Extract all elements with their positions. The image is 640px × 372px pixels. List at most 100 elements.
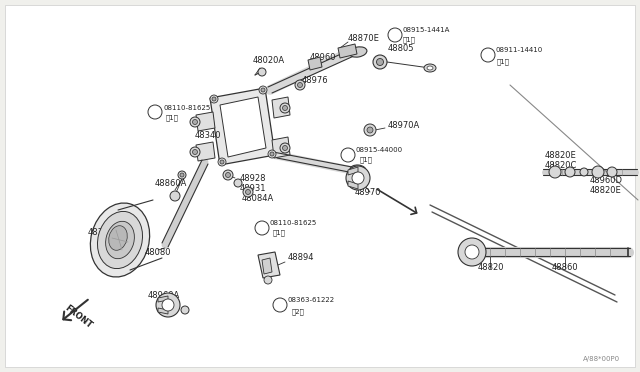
Circle shape [268, 150, 276, 158]
Text: 48820E: 48820E [590, 186, 621, 195]
Text: 48084A: 48084A [242, 193, 275, 202]
Text: （1）: （1） [166, 115, 179, 121]
Text: 48894: 48894 [288, 253, 314, 263]
Ellipse shape [90, 203, 150, 277]
Circle shape [565, 167, 575, 177]
Ellipse shape [465, 247, 479, 257]
Circle shape [280, 103, 290, 113]
Circle shape [218, 158, 226, 166]
Text: M: M [344, 152, 351, 158]
Polygon shape [272, 97, 290, 118]
Text: 48960A: 48960A [148, 291, 180, 299]
Text: 48820: 48820 [478, 263, 504, 273]
Text: 48931: 48931 [240, 183, 266, 192]
Text: 48020A: 48020A [253, 55, 285, 64]
Text: （2）: （2） [292, 309, 305, 315]
Circle shape [193, 119, 198, 125]
Polygon shape [262, 258, 272, 274]
Circle shape [270, 152, 274, 156]
Circle shape [190, 117, 200, 127]
Text: （1）: （1） [360, 157, 373, 163]
Circle shape [261, 88, 265, 92]
Polygon shape [338, 44, 357, 58]
Circle shape [273, 298, 287, 312]
Text: 48976: 48976 [302, 76, 328, 84]
Text: 48970: 48970 [355, 187, 381, 196]
Circle shape [190, 147, 200, 157]
Polygon shape [158, 308, 168, 314]
Text: 08911-14410: 08911-14410 [496, 47, 543, 53]
Polygon shape [196, 142, 215, 161]
Text: 08110-81625: 08110-81625 [270, 220, 317, 226]
Text: 48340: 48340 [195, 131, 221, 140]
Circle shape [282, 106, 287, 110]
Polygon shape [196, 112, 215, 131]
Text: B: B [152, 109, 157, 115]
Polygon shape [308, 57, 322, 70]
Ellipse shape [350, 165, 366, 175]
Circle shape [607, 167, 617, 177]
Ellipse shape [109, 226, 127, 250]
Text: 48080: 48080 [145, 247, 172, 257]
Text: 48820E: 48820E [545, 151, 577, 160]
Circle shape [282, 145, 287, 151]
Text: 48870E: 48870E [348, 33, 380, 42]
Text: （1）: （1） [403, 37, 416, 43]
Circle shape [156, 293, 180, 317]
Circle shape [298, 83, 303, 87]
Text: 48805: 48805 [388, 44, 415, 52]
Circle shape [258, 68, 266, 76]
Circle shape [481, 48, 495, 62]
Circle shape [223, 170, 233, 180]
Circle shape [367, 127, 373, 133]
Circle shape [388, 28, 402, 42]
Circle shape [246, 189, 250, 195]
Polygon shape [348, 181, 358, 189]
Text: 48928: 48928 [240, 173, 266, 183]
Text: 48342: 48342 [88, 228, 115, 237]
Text: 08915-44000: 08915-44000 [356, 147, 403, 153]
Circle shape [212, 97, 216, 101]
Text: N: N [485, 52, 491, 58]
Ellipse shape [427, 66, 433, 70]
Circle shape [580, 168, 588, 176]
Circle shape [162, 299, 174, 311]
Circle shape [346, 166, 370, 190]
Circle shape [549, 166, 561, 178]
Text: 48970A: 48970A [388, 121, 420, 129]
Circle shape [295, 80, 305, 90]
Text: 08915-1441A: 08915-1441A [403, 27, 451, 33]
Circle shape [243, 187, 253, 197]
Circle shape [373, 55, 387, 69]
Circle shape [465, 245, 479, 259]
Text: 08110-81625: 08110-81625 [163, 105, 211, 111]
Circle shape [341, 148, 355, 162]
Circle shape [210, 95, 218, 103]
Circle shape [170, 191, 180, 201]
Text: （1）: （1） [273, 230, 286, 236]
Text: FRONT: FRONT [63, 304, 93, 330]
Text: 48820C: 48820C [545, 160, 577, 170]
Circle shape [352, 172, 364, 184]
Polygon shape [258, 252, 280, 278]
Text: B: B [259, 225, 264, 231]
Polygon shape [158, 296, 168, 302]
Circle shape [181, 306, 189, 314]
Text: 08363-61222: 08363-61222 [288, 297, 335, 303]
Circle shape [259, 86, 267, 94]
Text: M: M [392, 32, 399, 38]
Ellipse shape [424, 64, 436, 72]
Polygon shape [272, 137, 290, 158]
Circle shape [458, 238, 486, 266]
Text: A/88*00P0: A/88*00P0 [583, 356, 620, 362]
Circle shape [234, 179, 242, 187]
Circle shape [193, 150, 198, 154]
Circle shape [364, 124, 376, 136]
Circle shape [148, 105, 162, 119]
Circle shape [255, 221, 269, 235]
Text: 48960: 48960 [310, 52, 337, 61]
Text: （1）: （1） [497, 59, 510, 65]
Text: 48860A: 48860A [155, 179, 188, 187]
Circle shape [280, 143, 290, 153]
Ellipse shape [349, 47, 367, 57]
